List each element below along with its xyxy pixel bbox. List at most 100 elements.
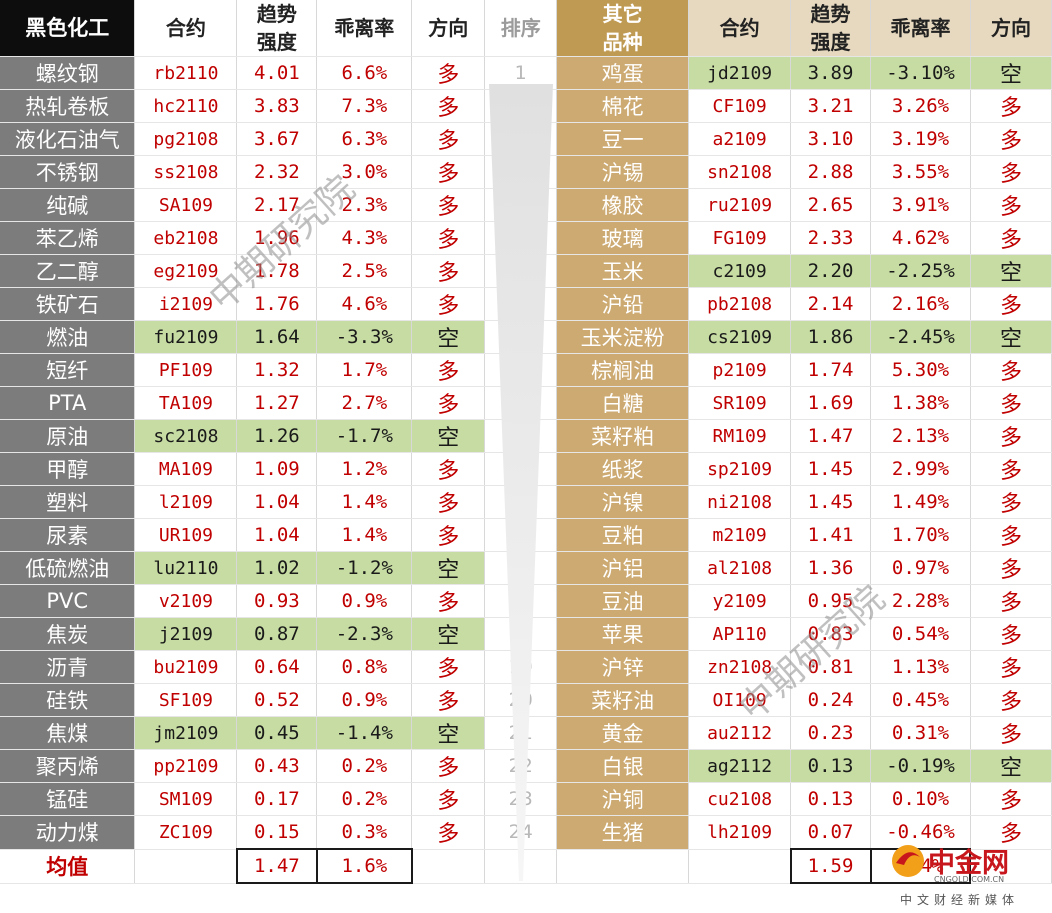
right-contract-code: cs2109 [688,320,792,354]
left-deviation-rate: 0.2% [316,749,413,783]
left-deviation-rate: 0.3% [316,815,413,850]
left-variety-name: 纯碱 [0,188,136,222]
right-direction: 多 [970,122,1052,156]
left-variety-name: 沥青 [0,650,136,684]
logo-tagline: 中文财经新媒体 [900,893,1020,907]
rank-number: 19 [484,650,558,684]
left-direction: 多 [411,584,486,618]
table-row: 焦炭 j2109 0.87 -2.3% 空 18 苹果 AP110 0.83 0.54% 多 [0,617,1052,651]
left-deviation-rate: 0.8% [316,650,413,684]
left-contract-code: rb2110 [134,56,238,90]
right-variety-name: 玉米 [556,254,690,288]
rank-number: 24 [484,815,558,850]
right-variety-name: 沪镍 [556,485,690,519]
left-variety-name: 液化石油气 [0,122,136,156]
deviation-header: 乖离率 [316,0,413,57]
right-direction-header: 方向 [970,0,1052,57]
right-variety-name: 橡胶 [556,188,690,222]
left-contract-code: TA109 [134,386,238,420]
right-trend-strength: 0.07 [790,815,872,850]
left-direction: 多 [411,518,486,552]
left-variety-name: 原油 [0,419,136,453]
left-trend-strength: 4.01 [236,56,318,90]
right-trend-strength: 2.20 [790,254,872,288]
left-deviation-rate: 0.2% [316,782,413,816]
table-row: 燃油 fu2109 1.64 -3.3% 空 9 玉米淀粉 cs2109 1.86 -2.45% 空 [0,320,1052,354]
right-trend-strength: 1.45 [790,452,872,486]
right-trend-strength: 2.14 [790,287,872,321]
right-contract-code: AP110 [688,617,792,651]
right-contract-code: ag2112 [688,749,792,783]
rank-number: 18 [484,617,558,651]
right-trend-strength: 1.74 [790,353,872,387]
left-variety-name: 短纤 [0,353,136,387]
left-trend-strength: 2.17 [236,188,318,222]
right-contract-code: lh2109 [688,815,792,850]
left-direction: 多 [411,683,486,717]
right-deviation-rate: 0.10% [870,782,971,816]
left-contract-code: ss2108 [134,155,238,189]
left-trend-strength: 0.17 [236,782,318,816]
right-direction: 多 [970,518,1052,552]
left-contract-code: PF109 [134,353,238,387]
left-variety-name: 聚丙烯 [0,749,136,783]
right-direction: 多 [970,353,1052,387]
left-variety-name: 铁矿石 [0,287,136,321]
table-row: 动力煤 ZC109 0.15 0.3% 多 24 生猪 lh2109 0.07 -0.46% 多 [0,815,1052,850]
table-row: 苯乙烯 eb2108 1.96 4.3% 多 6 玻璃 FG109 2.33 4.62% 多 [0,221,1052,255]
rank-number: 1 [484,56,558,90]
right-deviation-rate: 2.99% [870,452,971,486]
left-contract-code: jm2109 [134,716,238,750]
right-trend-strength: 0.23 [790,716,872,750]
left-contract-code: eb2108 [134,221,238,255]
right-variety-name: 豆油 [556,584,690,618]
rank-number: 13 [484,452,558,486]
left-variety-name: 不锈钢 [0,155,136,189]
left-direction: 多 [411,221,486,255]
right-direction: 多 [970,89,1052,123]
right-deviation-rate: 1.13% [870,650,971,684]
right-deviation-rate: 5.30% [870,353,971,387]
left-direction: 多 [411,155,486,189]
table-row: 纯碱 SA109 2.17 2.3% 多 5 橡胶 ru2109 2.65 3.91% 多 [0,188,1052,222]
rank-number: 22 [484,749,558,783]
left-contract-code: SA109 [134,188,238,222]
left-contract-code: i2109 [134,287,238,321]
left-deviation-rate: 7.3% [316,89,413,123]
table-row: 短纤 PF109 1.32 1.7% 多 10 棕榈油 p2109 1.74 5.30% 多 [0,353,1052,387]
right-deviation-rate: 0.97% [870,551,971,585]
right-trend-strength: 0.83 [790,617,872,651]
rank-number: 17 [484,584,558,618]
left-deviation-rate: 2.5% [316,254,413,288]
left-deviation-rate: 6.3% [316,122,413,156]
left-trend-strength: 1.26 [236,419,318,453]
right-contract-code: jd2109 [688,56,792,90]
right-deviation-rate: -0.19% [870,749,971,783]
left-direction: 多 [411,485,486,519]
left-average-deviation: 1.6% [315,848,413,884]
right-direction: 多 [970,221,1052,255]
left-trend-strength: 3.67 [236,122,318,156]
left-trend-strength: 1.04 [236,485,318,519]
left-deviation-rate: 1.4% [316,518,413,552]
right-deviation-rate: -2.25% [870,254,971,288]
right-contract-code: al2108 [688,551,792,585]
right-direction: 多 [970,452,1052,486]
right-variety-name: 棕榈油 [556,353,690,387]
left-variety-name: PTA [0,386,136,420]
right-contract-code: pb2108 [688,287,792,321]
table-row: 焦煤 jm2109 0.45 -1.4% 空 21 黄金 au2112 0.23 0.31% 多 [0,716,1052,750]
right-variety-name: 苹果 [556,617,690,651]
left-contract-code: hc2110 [134,89,238,123]
left-variety-name: 动力煤 [0,815,136,850]
rank-number: 16 [484,551,558,585]
rank-number: 11 [484,386,558,420]
left-trend-strength: 1.96 [236,221,318,255]
left-deviation-rate: 1.2% [316,452,413,486]
right-variety-name: 鸡蛋 [556,56,690,90]
right-variety-name: 豆一 [556,122,690,156]
left-deviation-rate: 2.7% [316,386,413,420]
right-deviation-rate: 1.38% [870,386,971,420]
right-trend-strength: 0.13 [790,749,872,783]
left-contract-code: pg2108 [134,122,238,156]
